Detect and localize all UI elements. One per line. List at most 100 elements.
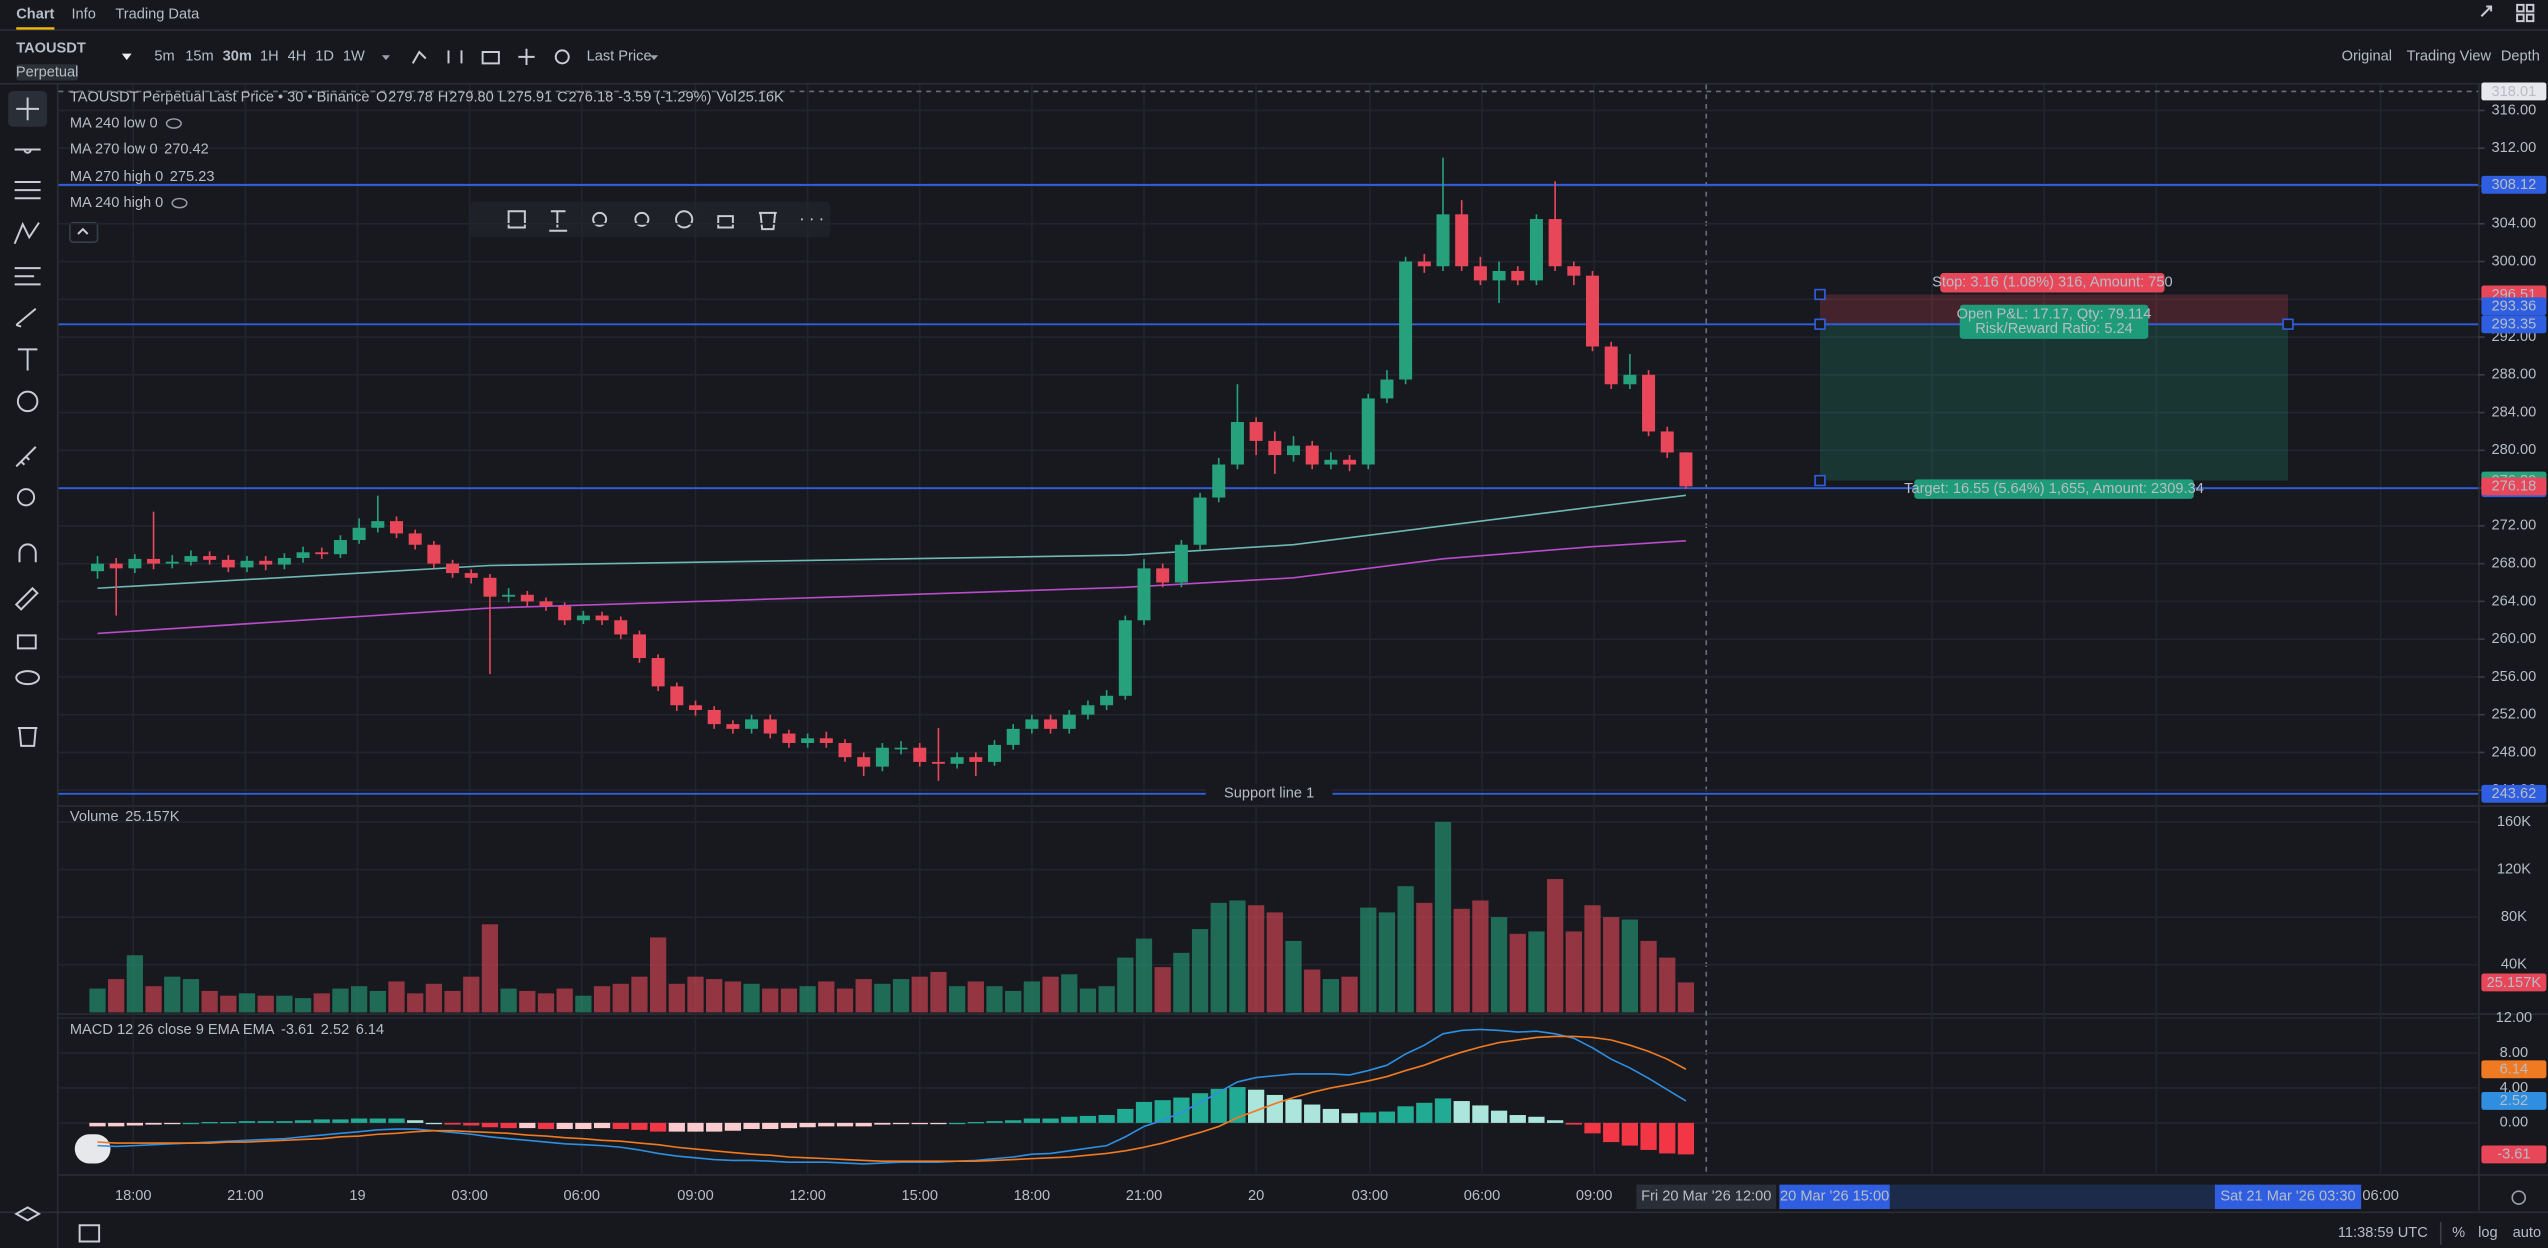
magnet-tool[interactable] [18,543,37,563]
volume-bar [1154,967,1171,1013]
crosshair-tool[interactable] [16,97,39,121]
volume-tick-label: 80K [2501,909,2527,925]
interval[interactable]: 5m [154,49,174,65]
macd-hist [388,1118,405,1123]
line-text-bg [1205,784,1333,804]
macd-hist [593,1122,611,1129]
candle-body [632,634,646,659]
candle-body [1604,346,1618,385]
scale-option[interactable]: log [2478,1225,2498,1241]
line-price-label: 243.62 [2492,786,2537,802]
macd-tick-label: 4.00 [2500,1080,2528,1096]
line-tool[interactable] [14,148,41,154]
delete-tool[interactable] [17,727,38,747]
toolbar-icon[interactable] [447,50,463,64]
candle-body [1417,261,1431,267]
volume-bar [836,988,854,1013]
pattern-tool[interactable] [13,221,40,245]
position-handle[interactable] [1814,288,1826,301]
toolbar-icon[interactable] [554,49,570,65]
volume-bar [108,979,125,1013]
macd-tick-label: 12.00 [2496,1010,2533,1026]
layers-icon[interactable] [14,1206,41,1222]
tab[interactable]: Chart [16,6,54,22]
view-option[interactable]: Depth [2501,49,2540,65]
volume-bar [145,986,162,1013]
emoji-tool[interactable] [16,390,39,413]
macd-hist [500,1122,517,1129]
symbol[interactable]: TAOUSDT [16,41,86,57]
macd-hist [1603,1122,1620,1143]
fib-tool[interactable] [14,181,41,200]
visibility-tool[interactable] [15,670,40,686]
interval[interactable]: 15m [185,49,213,65]
volume-bar [1266,912,1283,1013]
position-handle[interactable] [1814,318,1826,330]
volume-bar [575,995,592,1013]
interval[interactable]: 1W [343,49,365,65]
volume-bar [519,990,536,1013]
remove-button[interactable] [758,211,777,231]
view-option[interactable]: Original [2342,49,2392,65]
volume-bar [1304,969,1321,1013]
clock: 11:38:59 UTC [2338,1225,2428,1241]
macd-hist [1621,1122,1638,1146]
fill-button[interactable] [634,211,650,227]
interval[interactable]: 1H [260,49,279,65]
lock-tool[interactable] [16,634,37,650]
expand-icon[interactable] [2480,5,2493,17]
projection-tool[interactable] [14,267,41,286]
macd-hist [911,1122,928,1125]
x-tick-label: 06:00 [2362,1188,2399,1204]
scale-option[interactable]: % [2452,1225,2465,1241]
pnl-text: Risk/Reward Ratio: 5.24 [1975,321,2133,337]
macd-hist [986,1121,1003,1123]
brush-tool[interactable] [15,308,37,328]
macd-hist [294,1120,312,1123]
template-button[interactable] [507,210,526,229]
settings-button[interactable] [675,210,694,229]
interval[interactable]: 4H [288,49,307,65]
text-style-button[interactable] [549,210,568,232]
macd-hist [519,1122,536,1129]
candle-body [221,559,235,568]
volume-bar [687,976,704,1013]
interval[interactable]: 1D [315,49,334,65]
legend-change: -3.59 (-1.29%) [618,89,711,105]
volume-bar [1005,990,1022,1013]
position-handle[interactable] [2282,318,2294,330]
x-tick-label: 03:00 [1352,1188,1389,1204]
lock-draw-tool[interactable] [14,586,39,611]
tab[interactable]: Trading Data [115,6,200,22]
volume-bar [1322,979,1339,1013]
legend-value: 25.16K [737,89,784,105]
toolbar-icon[interactable] [481,51,500,65]
macd-hist [1210,1088,1227,1123]
zoom-tool[interactable] [16,488,36,507]
text-tool[interactable] [17,348,38,371]
toolbar-icon[interactable] [411,50,427,64]
collapse-legend[interactable] [69,221,99,243]
ruler-tool[interactable] [15,446,37,468]
tab[interactable]: Info [72,6,96,22]
price-type[interactable]: Last Price [587,49,652,65]
lock-button[interactable] [717,215,734,229]
target-text: Target: 16.55 (5.64%) 1,655, Amount: 230… [1904,481,2204,497]
range-end: Sat 21 Mar '26 03:30 [2220,1189,2355,1205]
interval[interactable]: 30m [223,49,252,65]
grid-icon[interactable] [2516,3,2535,23]
volume-bar [182,979,200,1013]
hide-icon[interactable] [165,118,182,129]
hide-icon[interactable] [171,197,188,209]
axis-settings[interactable] [2511,1190,2527,1205]
volume-bar [276,995,293,1013]
y-tick-label: 304.00 [2492,216,2537,232]
view-option[interactable]: Trading View [2407,49,2492,65]
scale-option[interactable]: auto [2513,1225,2541,1241]
volume-bar [463,976,480,1013]
calendar-icon[interactable] [78,1224,101,1243]
candle-body [576,615,590,621]
color-button[interactable] [592,211,608,227]
position-handle[interactable] [1814,474,1826,487]
toolbar-icon[interactable] [518,48,535,65]
